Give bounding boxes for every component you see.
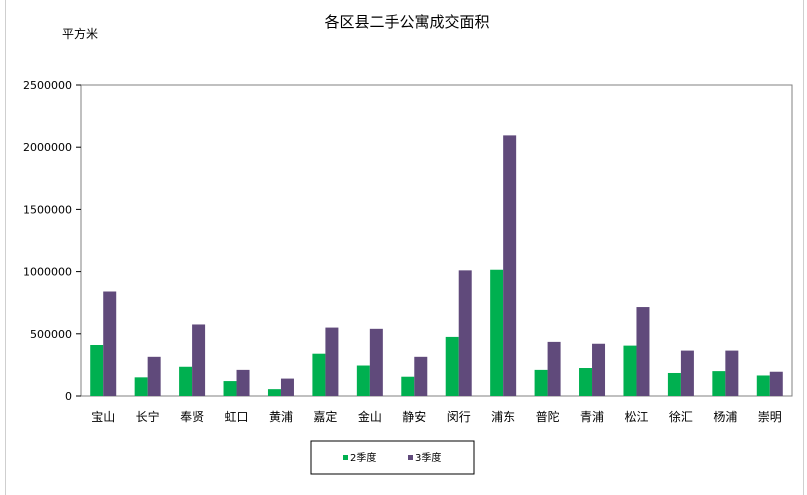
sheet-right-edge xyxy=(803,0,807,495)
x-category-label: 静安 xyxy=(402,409,426,424)
bar-q3 xyxy=(103,291,117,396)
y-tick-label: 1000000 xyxy=(23,266,72,279)
x-category-label: 闵行 xyxy=(447,409,471,424)
chart-title: 各区县二手公寓成交面积 xyxy=(324,13,489,31)
bar-q3 xyxy=(680,350,694,396)
x-category-label: 宝山 xyxy=(91,410,115,424)
bar-q2 xyxy=(756,375,770,396)
bar-q2 xyxy=(223,381,237,396)
legend-swatch xyxy=(408,455,413,460)
x-category-label: 金山 xyxy=(358,409,382,424)
bars xyxy=(90,135,783,396)
bar-q3 xyxy=(503,135,517,396)
bar-q2 xyxy=(534,369,548,396)
bar-q2 xyxy=(90,344,104,396)
legend: 2季度 3季度 xyxy=(310,440,475,475)
bar-q3 xyxy=(547,341,561,396)
y-tick-label: 2000000 xyxy=(23,141,72,154)
x-category-label: 崇明 xyxy=(758,410,782,424)
bar-q2 xyxy=(401,376,415,396)
bar-q2 xyxy=(356,365,370,396)
legend-box xyxy=(310,440,475,475)
x-category-label: 杨浦 xyxy=(713,409,737,424)
x-category-label: 青浦 xyxy=(580,410,604,424)
x-category-label: 徐汇 xyxy=(669,409,693,424)
legend-label: 2季度 xyxy=(350,451,376,464)
bar-q2 xyxy=(579,368,593,396)
bar-q2 xyxy=(179,366,193,396)
plot-area xyxy=(80,84,793,397)
y-tick-label: 1500000 xyxy=(23,203,72,216)
bar-q2 xyxy=(490,269,504,396)
sheet-left-edge xyxy=(0,0,6,495)
bar-q3 xyxy=(458,270,472,396)
bar-q2 xyxy=(667,372,681,396)
y-ticks: 0 500000 1000000 1500000 2000000 2500000 xyxy=(23,79,81,403)
bar-q3 xyxy=(369,328,383,396)
bar-q3 xyxy=(725,350,739,396)
x-category-label: 浦东 xyxy=(491,410,515,424)
bar-q3 xyxy=(414,356,428,396)
x-category-label: 黄浦 xyxy=(269,410,293,424)
x-category-label: 虹口 xyxy=(225,410,249,424)
bar-q2 xyxy=(712,371,726,396)
bar-q2 xyxy=(312,353,326,396)
bar-q2 xyxy=(445,336,459,396)
bar-q3 xyxy=(192,324,206,396)
legend-label: 3季度 xyxy=(415,451,441,464)
bar-q2 xyxy=(267,389,281,396)
x-category-label: 长宁 xyxy=(136,409,160,424)
legend-swatch xyxy=(343,455,348,460)
x-category-label: 奉贤 xyxy=(180,410,204,424)
bar-q2 xyxy=(134,377,148,396)
bar-q3 xyxy=(592,343,606,396)
x-category-label: 普陀 xyxy=(536,409,560,424)
y-axis-label: 平方米 xyxy=(62,26,98,41)
y-tick-label: 2500000 xyxy=(23,79,72,92)
x-categories: 宝山 长宁 奉贤 虹口 黄浦 嘉定 金山 静安 闵行 浦东 普陀 青浦 松江 徐汇 杨浦 崇明 xyxy=(91,409,782,424)
bar-q3 xyxy=(325,327,339,396)
bar-q3 xyxy=(636,307,650,396)
bar-q2 xyxy=(623,345,637,396)
bar-q3 xyxy=(769,371,783,396)
bar-q3 xyxy=(147,356,161,396)
bar-q3 xyxy=(236,369,250,396)
y-tick-label: 0 xyxy=(65,390,72,403)
x-category-label: 松江 xyxy=(624,410,648,424)
bar-q3 xyxy=(280,378,294,396)
x-category-label: 嘉定 xyxy=(313,409,337,424)
y-tick-label: 500000 xyxy=(30,328,72,341)
